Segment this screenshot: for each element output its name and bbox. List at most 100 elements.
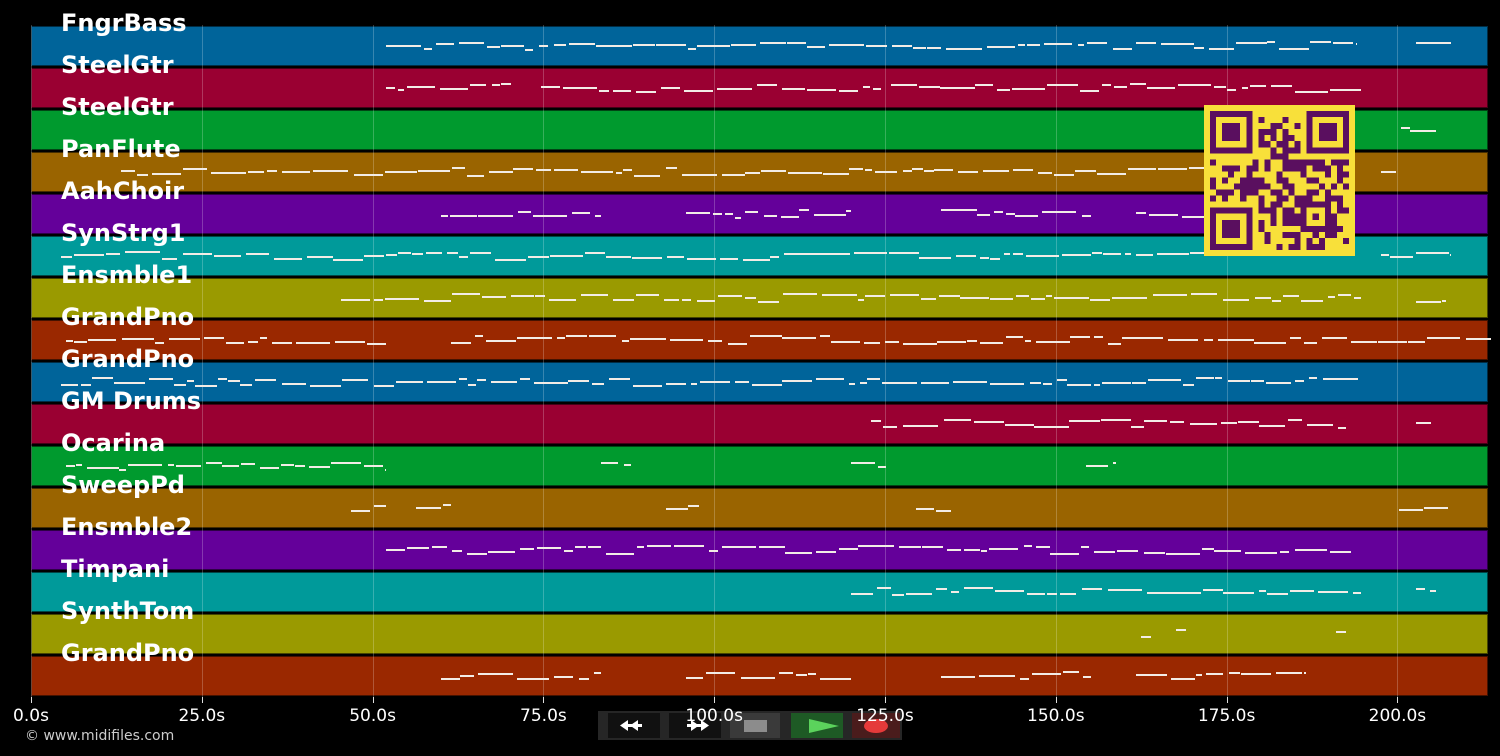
note-bar [1136,674,1167,677]
track-label: SweepPd [61,471,185,499]
qr-code [1204,105,1355,256]
note-bar [210,171,246,174]
note-bar [1213,86,1227,89]
note-bar [1407,341,1426,344]
note-bar [705,672,736,675]
note-bar [333,258,364,261]
note-bar [1235,42,1267,45]
note-bar [407,547,430,550]
note-bar [1241,87,1249,90]
note-bar [1295,90,1328,93]
note-bar [990,298,1013,301]
note-bar [267,170,277,173]
note-bar [1130,83,1147,86]
record-button[interactable] [852,713,900,738]
note-bar [1146,591,1158,594]
note-bar [1124,252,1131,255]
note-bar [1035,545,1050,548]
track-label: Ensmble1 [61,261,193,289]
note-bar [295,341,330,344]
note-bar [1303,342,1318,345]
note-bar [566,335,588,338]
track-label: SteelGtr [61,51,174,79]
note-bar [373,384,394,387]
note-bar [674,545,705,548]
note-bar [977,213,990,216]
note-bar [606,256,632,259]
play-button[interactable] [791,713,843,738]
note-bar [1047,84,1079,87]
track-label: Timpani [61,555,170,583]
note-bar [634,174,661,177]
note-bar [537,546,562,549]
note-bar [872,88,881,91]
rewind-button[interactable] [608,713,660,738]
note-bar [1069,336,1090,339]
note-bar [435,43,454,46]
note-bar [459,377,468,380]
note-bar [1157,591,1181,594]
note-bar [731,44,756,47]
note-bar [940,87,976,90]
note-bar [1272,299,1282,302]
note-bar [1354,297,1361,300]
note-bar [385,468,386,471]
note-bar [564,550,574,553]
note-bar [892,44,912,47]
note-bar [727,342,747,345]
note-bar [630,337,666,340]
note-bar [1267,593,1288,596]
note-bar [1424,506,1449,509]
note-bar [194,384,217,387]
stop-button[interactable] [730,713,780,738]
note-bar [87,467,119,470]
note-bar [636,294,660,297]
note-bar [1278,47,1310,50]
note-bar [918,85,941,88]
note-bar [550,255,584,258]
note-bar [1082,676,1091,678]
copyright-text: © www.midifiles.com [25,728,175,744]
note-bar [1046,593,1057,596]
note-bar [667,256,684,259]
note-bar [1093,335,1103,338]
track-lane [31,614,1488,654]
note-bar [1036,341,1070,344]
note-bar [1282,294,1300,297]
tick-mark [201,697,203,703]
note-bar [66,339,73,342]
note-bar [882,426,897,429]
note-bar [816,378,845,381]
tick-mark [31,697,32,703]
note-bar [1254,297,1272,300]
note-bar [1416,300,1442,303]
note-bar [374,298,383,301]
fast-forward-button[interactable] [669,713,721,738]
note-bar [335,341,366,344]
grid-line [1397,25,1399,697]
track-label: GrandPno [61,345,195,373]
note-bar [1077,43,1084,46]
stop-icon [744,720,767,732]
note-bar [934,169,953,172]
note-bar [1193,46,1205,49]
note-bar [633,43,656,46]
note-bar [1074,170,1096,173]
note-bar [128,464,162,467]
note-bar [1189,167,1204,169]
note-bar [1112,462,1116,465]
note-bar [88,338,117,341]
note-bar [1465,338,1491,341]
note-bar [686,211,710,214]
note-bar [412,253,424,256]
note-bar [955,255,976,258]
note-bar [1301,300,1323,303]
note-bar [721,546,756,549]
note-bar [891,84,918,87]
note-bar [941,676,975,679]
note-bar [225,342,245,345]
note-bar [994,589,1024,592]
note-bar [848,383,856,386]
note-bar [1429,589,1436,592]
note-bar [331,462,362,465]
